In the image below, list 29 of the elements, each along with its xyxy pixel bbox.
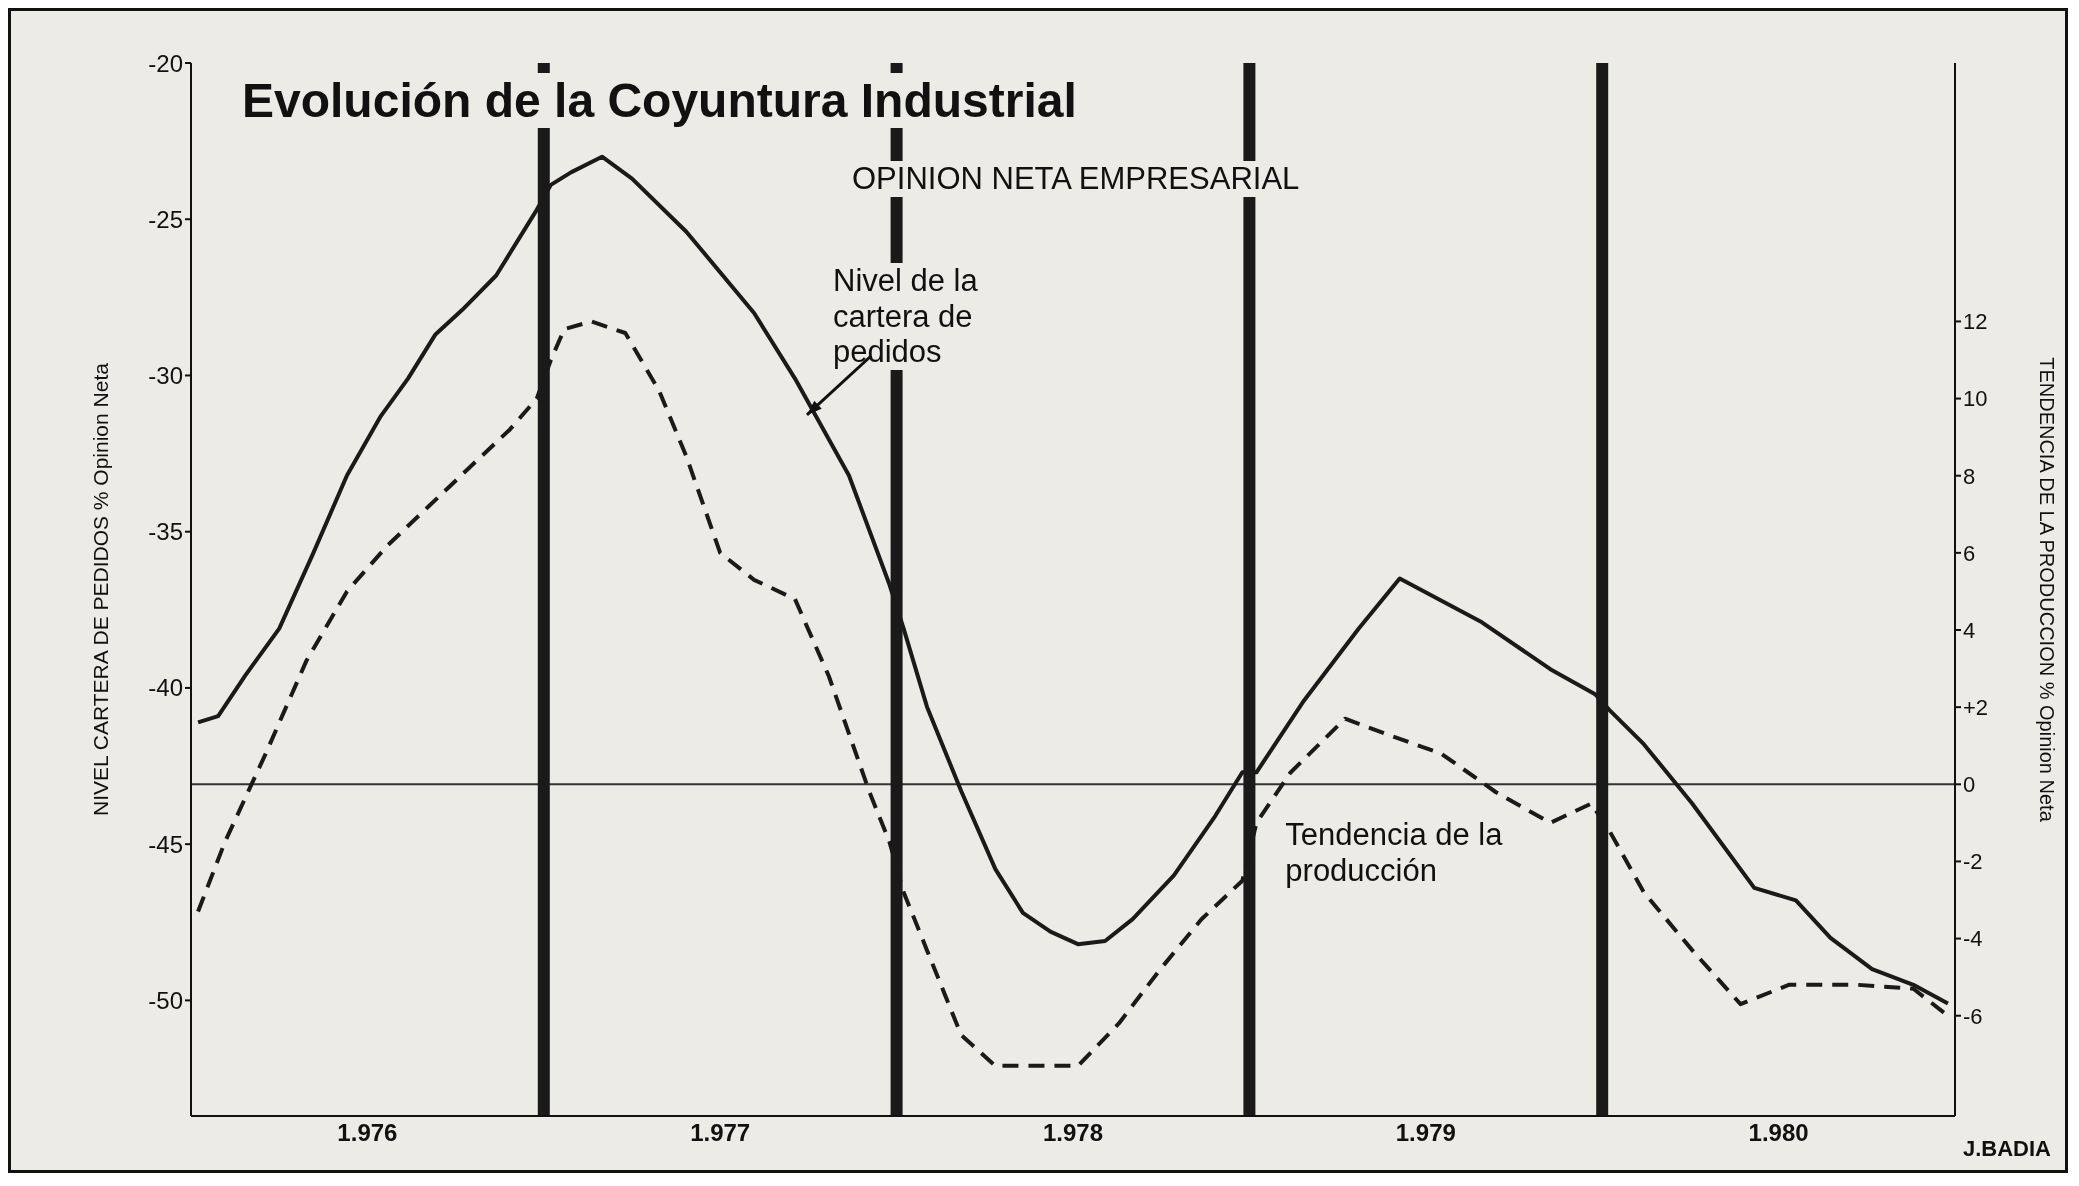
x-tick-label: 1.980 [1748, 1119, 1809, 1147]
text: J.BADIA [1962, 1136, 2051, 1162]
chart-title: Evolución de la Coyuntura Industrial [236, 73, 1083, 128]
series-label: Nivel de la cartera de pedidos [829, 263, 1072, 370]
y2-tick-label: +2 [1963, 694, 1989, 720]
y-axis-title: NIVEL CARTERA DE PEDIDOS % Opinion Neta [89, 362, 113, 816]
y-tick-label: -30 [148, 361, 183, 389]
y2-tick-label: 4 [1963, 617, 1976, 643]
y2-tick-label: 8 [1963, 463, 1976, 489]
x-tick-label: 1.976 [337, 1119, 398, 1147]
y-tick-label: -35 [148, 518, 183, 546]
y2-tick-label: 12 [1963, 309, 1988, 335]
y2-tick-label: 10 [1963, 386, 1988, 412]
y2-tick-label: 6 [1963, 540, 1976, 566]
y2-tick-label: -4 [1963, 926, 1983, 952]
x-tick-label: 1.979 [1395, 1119, 1456, 1147]
y-tick-label: -25 [148, 205, 183, 233]
series-label: Tendencia de la producción [1281, 817, 1525, 889]
y-tick-label: -40 [148, 674, 183, 702]
x-tick-label: 1.978 [1042, 1119, 1104, 1147]
y-tick-label: -45 [148, 830, 183, 858]
y-tick-label: -20 [148, 49, 183, 77]
y2-tick-label: -6 [1963, 1003, 1983, 1029]
y2-axis-title: TENDENCIA DE LA PRODUCCION % Opinion Neta [2035, 357, 2058, 823]
x-tick-label: 1.977 [690, 1119, 751, 1147]
text: OPINION NETA EMPRESARIAL [846, 161, 1306, 197]
y-tick-label: -50 [148, 986, 183, 1014]
y2-tick-label: -2 [1963, 849, 1983, 875]
y2-tick-label: 0 [1963, 772, 1976, 798]
